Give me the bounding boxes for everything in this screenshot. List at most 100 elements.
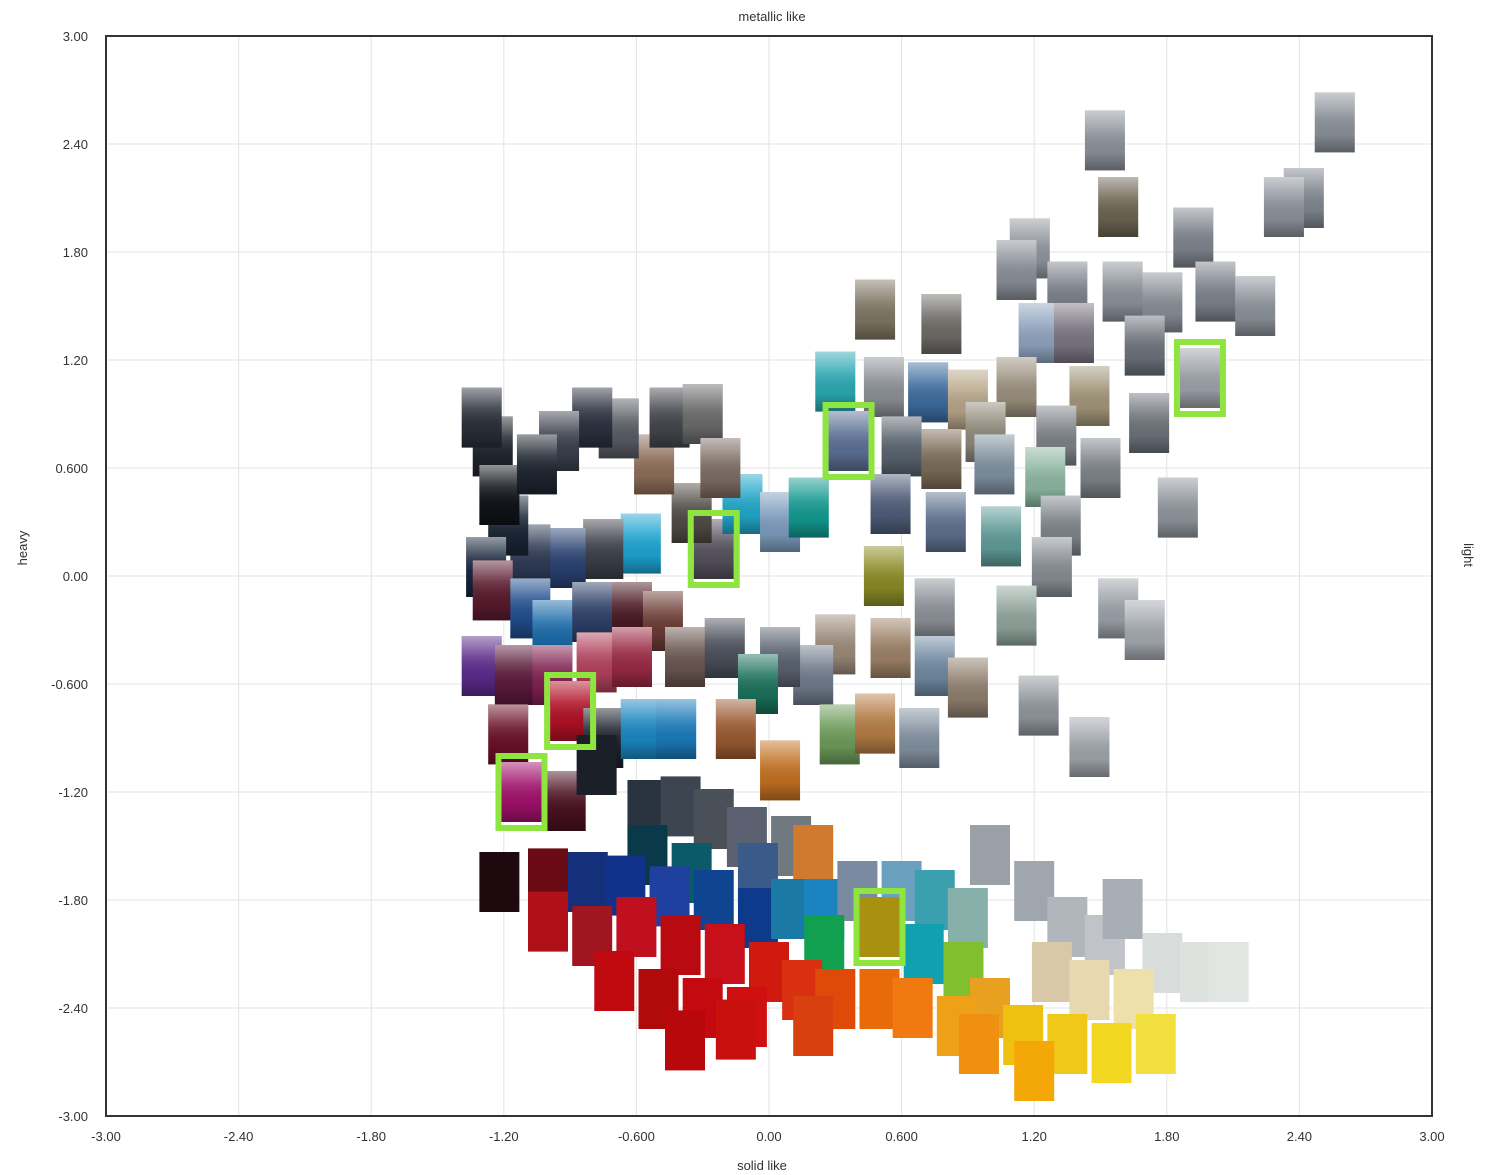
data-point <box>859 897 900 957</box>
y-tick-label: 3.00 <box>63 29 88 44</box>
data-point <box>1157 477 1198 538</box>
x-tick-label: -1.80 <box>356 1129 386 1144</box>
y-tick-labels: 3.00 2.40 1.80 1.20 0.600 0.00 -0.600 -1.20 -1.8… <box>51 29 88 1124</box>
bottom-axis-label: solid like <box>737 1158 787 1173</box>
data-point <box>855 279 896 340</box>
data-point <box>925 492 966 552</box>
highlight-box <box>822 402 875 480</box>
x-tick-label: 1.80 <box>1154 1129 1179 1144</box>
data-point <box>545 528 586 588</box>
highlight-box <box>544 672 597 750</box>
data-point <box>594 951 635 1011</box>
data-point <box>656 699 697 759</box>
x-tick-label: -2.40 <box>224 1129 254 1144</box>
data-point <box>788 477 829 538</box>
data-point <box>1195 261 1236 322</box>
data-point <box>620 699 661 759</box>
data-point <box>1084 110 1125 171</box>
data-point <box>516 434 557 495</box>
data-point <box>1102 261 1143 322</box>
data-point <box>996 240 1037 300</box>
x-tick-label: -3.00 <box>91 1129 121 1144</box>
data-point <box>914 578 955 639</box>
data-point <box>715 699 756 759</box>
data-point <box>1031 942 1072 1002</box>
data-point <box>715 999 756 1060</box>
data-point <box>1018 303 1059 363</box>
data-point <box>1124 600 1165 660</box>
data-points <box>461 92 1355 1101</box>
data-point <box>974 434 1015 495</box>
data-point <box>870 474 911 534</box>
x-tick-label: 1.20 <box>1022 1129 1047 1144</box>
data-point <box>1263 177 1304 237</box>
data-point <box>682 384 723 444</box>
data-point <box>908 362 949 423</box>
data-point <box>1129 393 1170 453</box>
data-point <box>870 618 911 678</box>
data-point <box>665 627 706 687</box>
data-point <box>620 513 661 574</box>
top-axis-label: metallic like <box>738 9 805 24</box>
y-tick-label: 0.00 <box>63 569 88 584</box>
x-tick-label: 3.00 <box>1419 1129 1444 1144</box>
data-point <box>461 387 502 448</box>
y-tick-label: 0.600 <box>55 461 88 476</box>
data-point <box>1235 276 1276 336</box>
data-point <box>1173 207 1214 268</box>
data-point <box>1053 303 1094 363</box>
data-point <box>1102 879 1143 939</box>
plot-frame <box>105 35 1433 1117</box>
data-point <box>501 762 542 822</box>
data-point <box>1018 675 1059 736</box>
y-tick-label: -0.600 <box>51 677 88 692</box>
data-point <box>1091 1023 1132 1083</box>
data-point <box>472 560 513 621</box>
data-point <box>947 888 988 948</box>
x-tick-label: -1.20 <box>489 1129 519 1144</box>
x-tick-label: 0.600 <box>885 1129 918 1144</box>
y-tick-label: 1.80 <box>63 245 88 260</box>
data-point <box>921 294 962 354</box>
data-point <box>863 546 904 606</box>
highlight-box <box>853 888 906 966</box>
data-point <box>899 708 940 768</box>
highlight-box <box>687 510 740 588</box>
data-point <box>1124 315 1165 376</box>
data-point <box>760 740 801 801</box>
data-point <box>903 924 944 984</box>
data-point <box>1314 92 1355 153</box>
data-point <box>828 411 869 471</box>
data-point <box>1179 348 1220 408</box>
data-point <box>996 585 1037 646</box>
x-tick-label: -0.600 <box>618 1129 655 1144</box>
x-tick-label: 2.40 <box>1287 1129 1312 1144</box>
data-point <box>947 657 988 718</box>
data-point <box>981 506 1022 567</box>
y-tick-label: -1.80 <box>58 893 88 908</box>
data-point <box>494 645 535 705</box>
data-point <box>1069 960 1110 1020</box>
data-point <box>479 852 520 912</box>
data-point <box>1098 177 1139 237</box>
y-tick-label: -1.20 <box>58 785 88 800</box>
data-point <box>660 915 701 975</box>
data-point <box>1014 1041 1055 1101</box>
highlight-box <box>495 753 548 831</box>
x-tick-label: 0.00 <box>756 1129 781 1144</box>
data-point <box>819 704 860 765</box>
data-point <box>567 852 608 912</box>
y-tick-label: -3.00 <box>58 1109 88 1124</box>
data-point <box>616 897 657 957</box>
right-axis-label: light <box>1461 543 1476 567</box>
data-point <box>1080 438 1121 498</box>
data-point <box>583 519 624 579</box>
data-point <box>704 924 745 984</box>
x-tick-labels: -3.00 -2.40 -1.80 -1.20 -0.600 0.00 0.600 1.20 1… <box>91 1129 1444 1144</box>
data-point <box>479 465 520 525</box>
data-point <box>700 438 741 498</box>
y-tick-label: 2.40 <box>63 137 88 152</box>
data-point <box>921 429 962 489</box>
